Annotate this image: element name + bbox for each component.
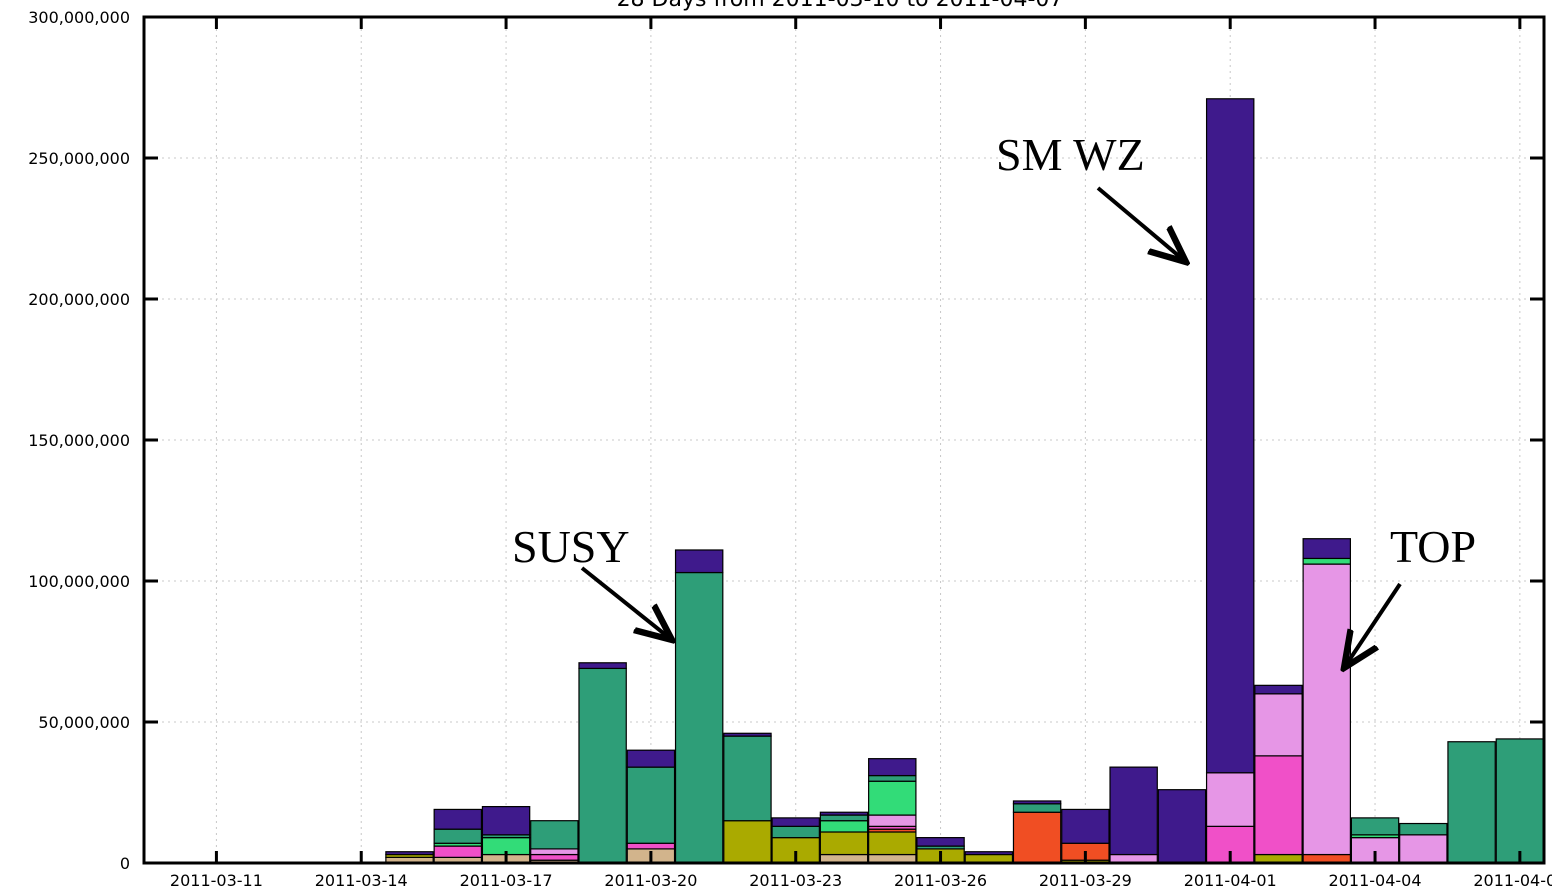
bar-segment [1254,684,1303,695]
bar-segment [530,853,579,861]
bar-segment [1061,808,1110,844]
annotation-arrow [1344,582,1402,668]
bar-segment [1254,693,1303,757]
bar-segment [868,780,917,816]
x-tick-label: 2011-04-04 [1329,871,1422,889]
y-tick-label: 200,000,000 [28,290,130,309]
bar-segment [433,845,483,858]
y-tick-label: 150,000,000 [28,431,130,450]
bar-segment [1012,811,1062,864]
bars [385,98,1545,864]
x-tick-label: 2011-04-07 [1473,871,1552,889]
bar-segment [819,820,869,833]
annotation-label: TOP [1390,521,1476,572]
bar-segment [626,842,676,850]
x-tick-label: 2011-03-14 [315,871,408,889]
bar-segment [1302,563,1351,856]
bar-segment [626,749,676,768]
bar-segment [385,851,434,856]
y-tick-label: 50,000,000 [38,713,130,732]
bar-segment [964,851,1014,856]
bar-segment [1350,817,1400,836]
bar-segment [1302,557,1351,565]
bar-segment [1399,822,1448,836]
bar-segment [1205,98,1255,774]
bar-segment [868,831,917,856]
bar-segment [1399,834,1448,864]
bar-segment [674,571,724,864]
bar-segment [1109,766,1158,856]
bar-segment [578,662,627,670]
x-tick-label: 2011-03-29 [1039,871,1132,889]
bar-segment [626,766,676,844]
bar-segment [771,817,820,827]
x-tick-label: 2011-03-23 [749,871,842,889]
bar-segment [819,811,869,816]
chart-title: 28 Days from 2011-03-10 to 2011-04-07 [617,0,1064,12]
bar-segment [723,732,772,737]
bar-segment [1302,538,1351,560]
annotations: SUSY SM WZ TOP [512,129,1476,668]
x-tick-label: 2011-03-20 [604,871,697,889]
y-tick-label: 0 [120,854,130,873]
bar-segment [819,814,869,822]
bar-segment [723,735,772,822]
bar-segment [433,808,483,830]
annotation-arrow [1096,186,1186,262]
bar-segment [674,549,724,574]
y-tick-label: 300,000,000 [28,8,130,27]
x-tick-label: 2011-03-26 [894,871,987,889]
annotation-label: SM WZ [996,129,1145,180]
bar-segment [1205,772,1255,827]
bar-segment [1012,803,1062,813]
y-tick-label: 100,000,000 [28,572,130,591]
bar-segment [530,848,579,856]
ticks: 0 50,000,000 100,000,000 150,000,000 200,000… [28,8,1552,889]
x-tick-label: 2011-03-17 [460,871,553,889]
bar-segment [1012,800,1062,805]
bar-segment [1447,741,1496,864]
annotation-arrow [580,566,672,640]
bar-segment [868,758,917,777]
bar-segment [578,667,627,864]
x-tick-label: 2011-03-11 [170,871,263,889]
bar-segment [771,825,820,839]
annotation-label: SUSY [512,521,630,572]
bar-segment [1495,738,1545,864]
bar-segment [916,837,965,847]
bar-segment [868,814,917,827]
x-tick-label: 2011-04-01 [1184,871,1277,889]
bar-segment [723,820,772,864]
bar-segment [868,774,917,782]
bar-segment [433,828,483,844]
bar-segment [1254,755,1303,856]
bar-segment [819,831,869,856]
bar-segment [481,805,531,836]
bar-segment [530,820,579,850]
y-tick-label: 250,000,000 [28,149,130,168]
bar-segment [1157,789,1207,864]
